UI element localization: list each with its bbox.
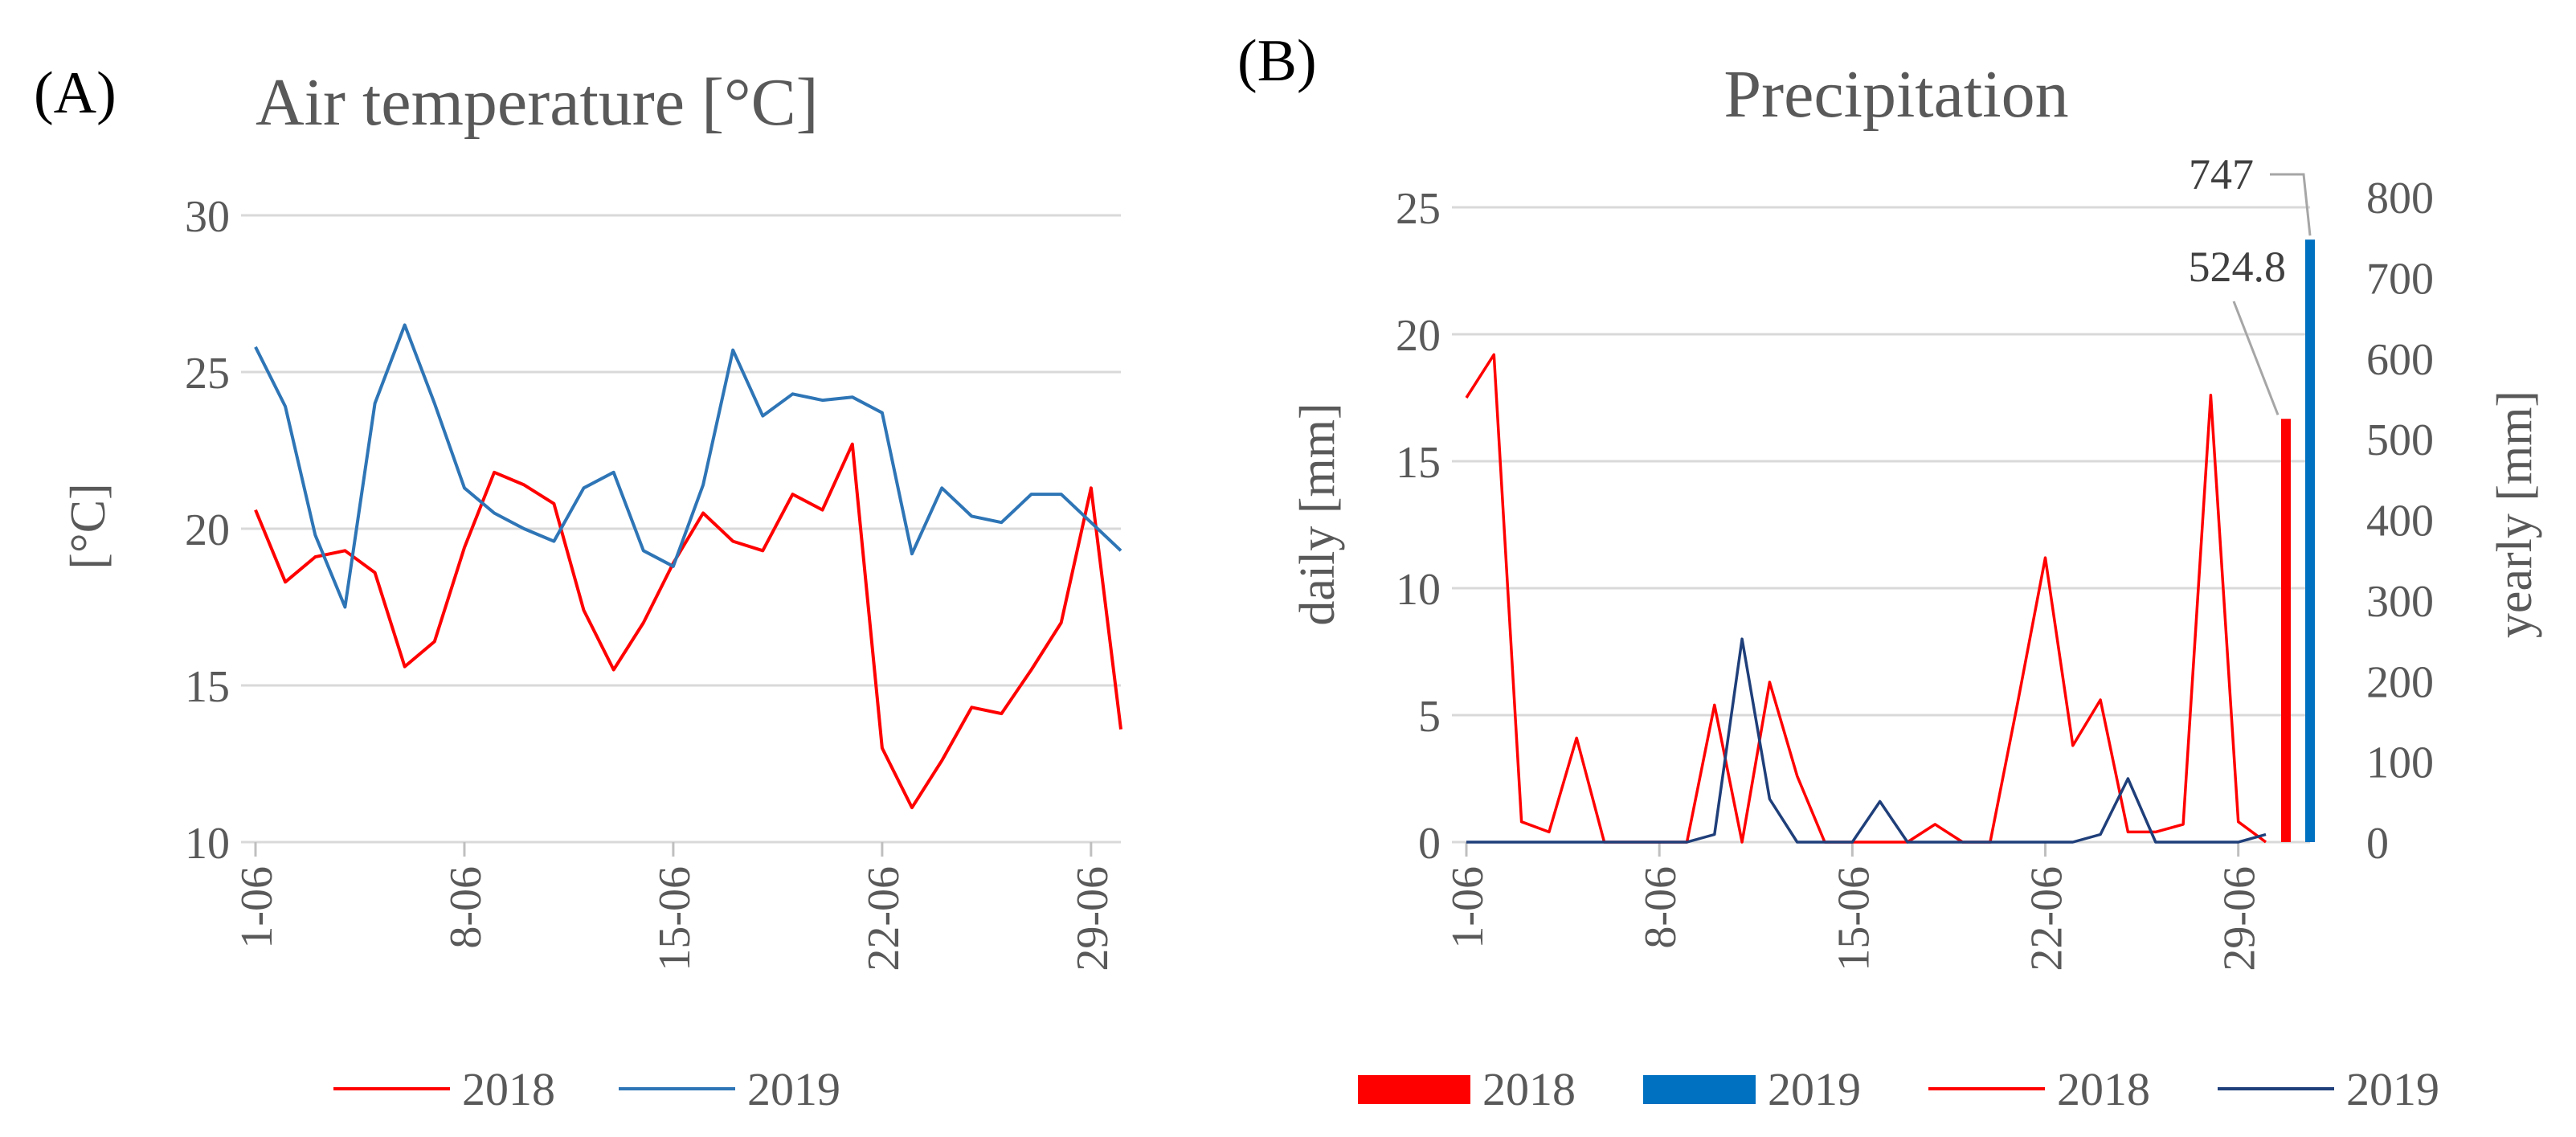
legend-label-2018-line: 2018 [2057, 1063, 2150, 1115]
y-tick-label-yearly-500: 500 [2366, 415, 2434, 465]
x-tick-label-precip-1-06: 1-06 [1443, 866, 1493, 949]
legend-temperature: 2018 2019 [333, 1063, 840, 1115]
chart-title-precipitation: Precipitation [1723, 57, 2068, 132]
data-label-yearly-2018: 524.8 [2189, 243, 2287, 291]
series-line-temp-2018 [254, 442, 1122, 810]
series-line-temp-2019 [254, 323, 1122, 609]
bar-yearly-2018 [2281, 419, 2291, 842]
y-tick-label-yearly-100: 100 [2366, 738, 2434, 788]
x-tick-label-precip-15-06: 15-06 [1829, 866, 1879, 971]
x-tick-label-precip-8-06: 8-06 [1636, 866, 1686, 949]
y-tick-label-daily-20: 20 [1396, 311, 1441, 361]
leader-line-2018 [2232, 301, 2280, 415]
series-line-daily-2019 [1466, 637, 2267, 844]
y-tick-label-temp-10: 10 [185, 819, 230, 869]
y-tick-label-daily-10: 10 [1396, 565, 1441, 615]
y-tick-label-yearly-300: 300 [2366, 577, 2434, 627]
series-line-daily-2018 [1465, 353, 2267, 844]
y-tick-label-daily-5: 5 [1418, 692, 1441, 742]
legend-label-2018-temp: 2018 [462, 1063, 555, 1115]
y-tick-label-temp-25: 25 [185, 349, 230, 399]
legend-label-2018-bar: 2018 [1482, 1063, 1576, 1115]
y-tick-label-daily-15: 15 [1396, 438, 1441, 488]
x-tick-label-temp-22-06: 22-06 [859, 866, 909, 971]
y-axis-label-daily: daily [mm] [1290, 403, 1345, 625]
y-tick-label-temp-30: 30 [185, 192, 230, 242]
plot-area-precipitation: 0 5 10 15 20 25 0 100 200 300 400 500 600 700 800 1-06 8… [1396, 150, 2434, 971]
y-tick-label-temp-20: 20 [185, 505, 230, 555]
y-tick-label-yearly-700: 700 [2366, 254, 2434, 304]
legend-label-2019-bar: 2019 [1768, 1063, 1861, 1115]
x-tick-label-precip-22-06: 22-06 [2022, 866, 2072, 971]
panel-label-a: (A) [34, 60, 117, 126]
bar-yearly-2019 [2305, 239, 2315, 843]
legend-swatch-2019-bar [1643, 1075, 1756, 1104]
plot-area-temperature: 10 15 20 25 30 1-06 8-06 15-06 22-06 29-06 [185, 192, 1122, 971]
y-tick-label-yearly-600: 600 [2366, 335, 2434, 385]
chart-title-temperature: Air temperature [°C] [256, 65, 819, 140]
x-tick-label-precip-29-06: 29-06 [2215, 866, 2265, 971]
leader-line-2019 [2270, 173, 2312, 236]
y-tick-label-yearly-0: 0 [2366, 819, 2389, 869]
data-label-yearly-2019: 747 [2189, 150, 2254, 198]
y-tick-label-yearly-400: 400 [2366, 497, 2434, 546]
y-axis-label-temperature: [°C] [61, 483, 116, 569]
x-tick-label-temp-8-06: 8-06 [441, 866, 491, 949]
y-tick-label-temp-15: 15 [185, 662, 230, 712]
x-tick-label-temp-1-06: 1-06 [232, 866, 282, 949]
x-tick-label-temp-15-06: 15-06 [650, 866, 700, 971]
y-tick-label-daily-0: 0 [1418, 819, 1441, 869]
legend-label-2019-line: 2019 [2346, 1063, 2439, 1115]
y-axis-label-yearly: yearly [mm] [2488, 391, 2542, 638]
legend-label-2019-temp: 2019 [747, 1063, 840, 1115]
legend-precipitation: 2018 2019 2018 2019 [1358, 1063, 2439, 1115]
y-tick-label-yearly-800: 800 [2366, 174, 2434, 223]
y-tick-label-yearly-200: 200 [2366, 657, 2434, 707]
x-tick-label-temp-29-06: 29-06 [1068, 866, 1118, 971]
y-tick-label-daily-25: 25 [1396, 184, 1441, 234]
legend-swatch-2018-bar [1358, 1075, 1470, 1104]
panel-label-b: (B) [1237, 28, 1317, 94]
